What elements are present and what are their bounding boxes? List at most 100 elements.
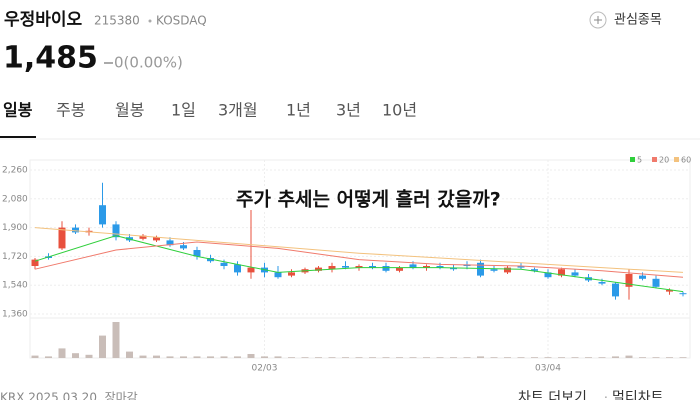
volume-bar: [652, 357, 660, 358]
candle-body: [355, 266, 363, 268]
volume-bar: [571, 357, 579, 358]
tab[interactable]: 1일: [171, 101, 196, 120]
candle-body: [423, 266, 430, 268]
candle-body: [207, 258, 214, 262]
multi-chart[interactable]: 멀티차트: [612, 390, 664, 400]
y-tick-label: 1,540: [2, 281, 28, 291]
volume-bar: [85, 354, 93, 358]
candle-body: [531, 269, 538, 271]
volume-bar: [517, 357, 525, 358]
candle-body: [598, 282, 606, 284]
stock-name: 우정바이오: [4, 10, 83, 30]
volume-bar: [625, 355, 633, 358]
legend-label: 5: [637, 156, 642, 165]
volume-bar: [126, 351, 133, 358]
ma-line: [34, 227, 684, 273]
candle-body: [342, 266, 349, 268]
volume-bar: [207, 356, 214, 358]
candle-body: [382, 266, 390, 271]
tab[interactable]: 3개월: [218, 101, 258, 120]
volume-bar: [139, 355, 147, 358]
more-chart[interactable]: 차트 더보기: [518, 390, 587, 400]
volume-bar: [450, 357, 457, 358]
candle-body: [625, 274, 633, 287]
watch-button[interactable]: [589, 11, 607, 29]
dot: [148, 19, 152, 23]
volume-bar: [396, 357, 403, 358]
volume-bar: [193, 356, 201, 358]
volume-bar: [261, 356, 268, 358]
volume-bar: [112, 322, 120, 358]
candle-body: [180, 245, 187, 249]
candle-body: [112, 224, 120, 238]
candle-body: [612, 283, 619, 297]
candle-body: [639, 275, 646, 279]
tab[interactable]: 주봉: [56, 101, 85, 120]
candle-body: [544, 272, 552, 278]
x-tick-label: 03/04: [535, 364, 561, 374]
candle-body: [558, 269, 565, 276]
candle-body: [139, 235, 147, 239]
source: KRX 2025.03.20. 장마감: [0, 391, 138, 400]
tab[interactable]: 1년: [286, 101, 311, 120]
volume-bar: [180, 356, 187, 358]
volume-bar: [301, 357, 309, 358]
tab[interactable]: 일봉: [3, 101, 33, 120]
market: KOSDAQ: [156, 14, 207, 28]
ma-line: [34, 241, 684, 278]
volume-bar: [166, 356, 174, 358]
watch-label[interactable]: 관심종목: [614, 13, 662, 28]
candle-body: [328, 266, 336, 270]
candle-body: [571, 272, 579, 276]
candle-body: [436, 266, 444, 268]
volume-bar: [247, 354, 255, 358]
candle-body: [450, 267, 457, 270]
volume-bar: [355, 357, 363, 358]
volume-bar: [288, 357, 295, 358]
volume-bar: [639, 357, 646, 358]
legend-label: 20: [659, 156, 669, 165]
candle-body: [396, 267, 403, 271]
candle-body: [652, 278, 660, 287]
sep: ·: [604, 391, 608, 400]
candle-body: [31, 259, 39, 266]
volume-bar: [31, 355, 39, 358]
candle-body: [288, 272, 295, 276]
candle-body: [504, 267, 511, 273]
volume-bar: [328, 357, 336, 358]
tab[interactable]: 월봉: [115, 101, 144, 120]
candle-body: [166, 240, 174, 246]
tab[interactable]: 10년: [382, 101, 417, 120]
candle-body: [72, 227, 79, 233]
candle-body: [679, 293, 687, 295]
volume-bar: [558, 357, 565, 358]
plus-icon: [594, 16, 602, 24]
volume-bar: [99, 335, 106, 358]
candle-body: [369, 266, 376, 268]
candle-body: [234, 264, 241, 273]
volume-bar: [342, 357, 349, 358]
volume-bar: [369, 357, 376, 358]
volume-bar: [234, 356, 241, 358]
volume-bar: [598, 357, 606, 358]
y-tick-label: 2,080: [2, 194, 28, 204]
candle-body: [517, 266, 525, 268]
volume-bar: [504, 357, 511, 358]
legend-swatch: [674, 157, 679, 162]
candle-body: [220, 262, 228, 266]
volume-bar: [45, 356, 52, 358]
volume-bar: [220, 356, 228, 358]
ma-line: [34, 235, 684, 293]
tab[interactable]: 3년: [336, 101, 361, 120]
volume-bar: [382, 357, 390, 358]
y-tick-label: 1,720: [2, 252, 28, 262]
candle-body: [315, 267, 322, 271]
y-tick-label: 1,900: [2, 223, 28, 233]
volume-bar: [153, 355, 160, 358]
volume-bar: [679, 357, 687, 358]
candle-body: [666, 290, 673, 292]
legend-swatch: [652, 157, 657, 162]
y-tick-label: 2,260: [2, 166, 28, 176]
